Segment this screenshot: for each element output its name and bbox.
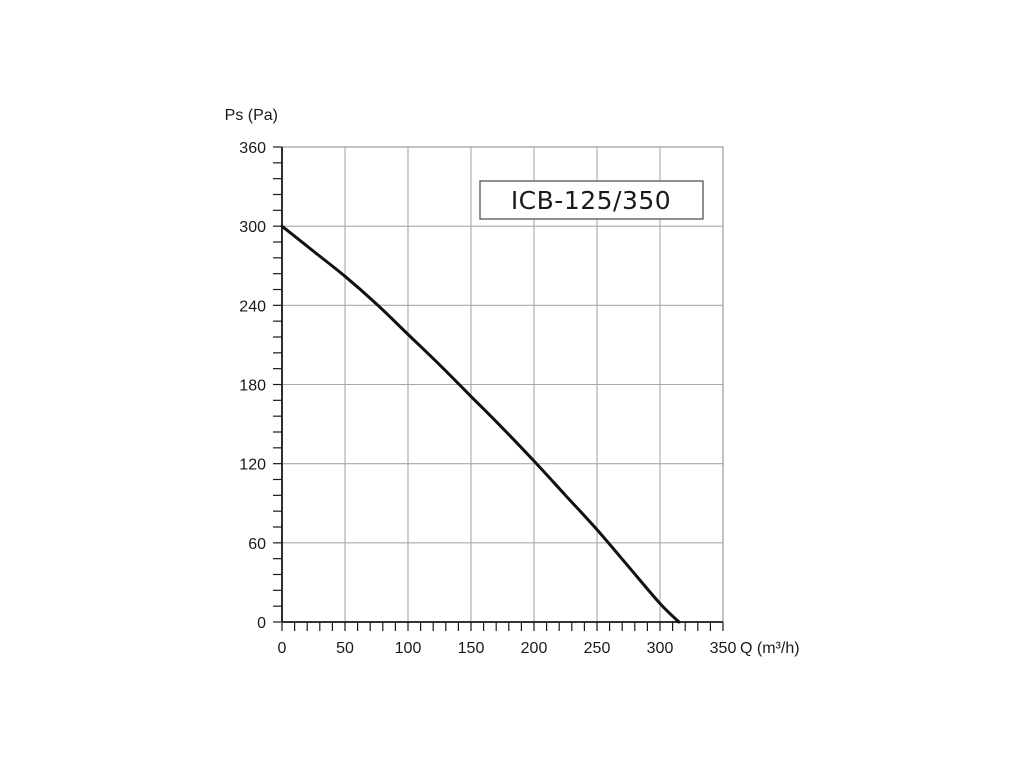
x-axis-title: Q (m³/h): [740, 640, 800, 657]
x-tick-label: 200: [521, 640, 548, 657]
y-tick-label: 0: [257, 615, 266, 632]
x-tick-label: 250: [584, 640, 611, 657]
model-label-box: ICB-125/350: [479, 180, 704, 220]
grid: [282, 147, 723, 622]
y-tick-label: 300: [239, 219, 266, 236]
x-tick-label: 300: [647, 640, 674, 657]
x-tick-label: 50: [336, 640, 354, 657]
y-tick-label: 360: [239, 140, 266, 157]
model-label: ICB-125/350: [511, 186, 671, 215]
x-tick-labels: 0 50 100 150 200 250 300 350: [278, 640, 737, 657]
series-line: [280, 224, 681, 624]
y-tick-label: 180: [239, 378, 266, 395]
x-tick-label: 100: [395, 640, 422, 657]
y-tick-labels: 0 60 120 180 240 300 360: [239, 140, 266, 632]
y-tick-label: 120: [239, 457, 266, 474]
model-label-frame: [479, 180, 704, 220]
x-tick-label: 0: [278, 640, 287, 657]
y-tick-label: 240: [239, 298, 266, 315]
y-tick-label: 60: [248, 536, 266, 553]
minor-ticks: [273, 146, 724, 631]
x-tick-label: 150: [458, 640, 485, 657]
x-tick-label: 350: [710, 640, 737, 657]
y-axis-title: Ps (Pa): [225, 107, 278, 124]
